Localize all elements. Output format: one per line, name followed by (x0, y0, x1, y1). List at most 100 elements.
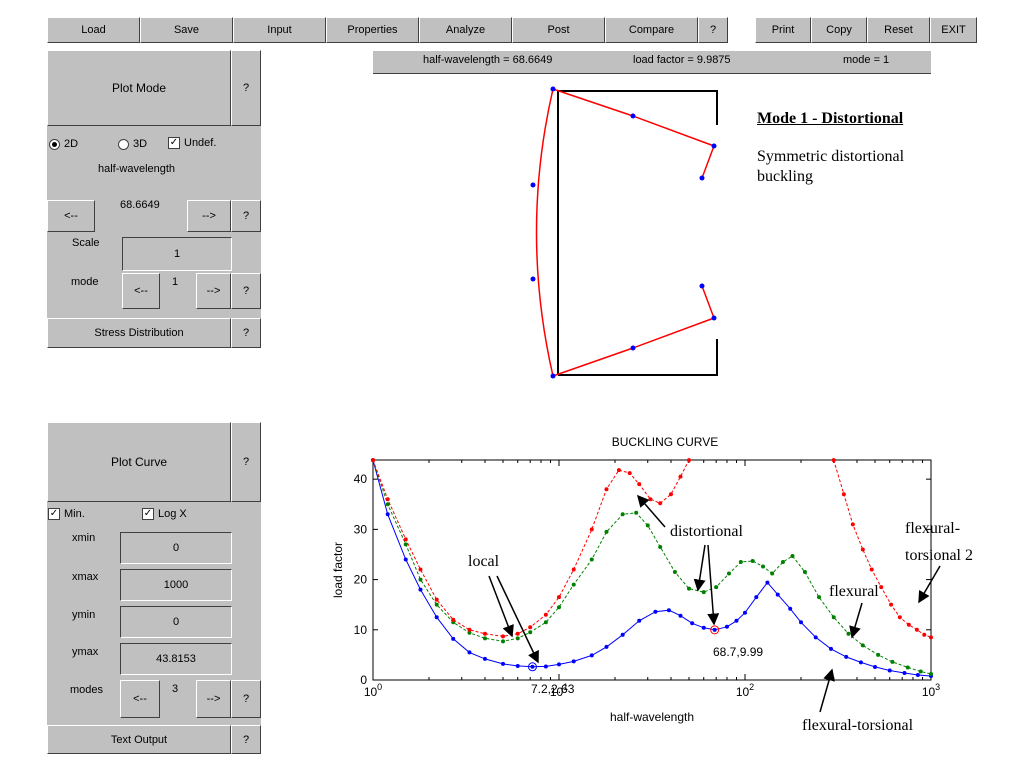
status-load-factor: load factor = 9.9875 (633, 54, 731, 66)
exit-button[interactable]: EXIT (930, 17, 977, 43)
series-point (738, 560, 743, 565)
print-button[interactable]: Print (755, 17, 811, 43)
arrow-flexural-torsional (819, 668, 835, 713)
text-output-button[interactable]: Text Output (47, 725, 231, 754)
series-point (743, 610, 747, 615)
series-point (802, 570, 807, 575)
xmin-field[interactable]: 0 (120, 532, 232, 564)
series-point (543, 664, 548, 669)
x-tick-label: 102 (736, 682, 754, 699)
series-point (371, 458, 375, 463)
analyze-button[interactable]: Analyze (419, 17, 512, 43)
plot-mode-help-button[interactable]: ? (231, 50, 261, 126)
series-point (922, 632, 927, 637)
toolbar-help-button[interactable]: ? (698, 17, 728, 43)
plot-curve-help-button[interactable]: ? (231, 422, 261, 502)
series-point (501, 639, 506, 644)
series-point (658, 544, 663, 549)
series-point (434, 615, 439, 620)
min-checkbox[interactable]: ✓ Min. (48, 508, 85, 521)
load-button[interactable]: Load (47, 17, 140, 43)
undef-check-icon[interactable]: ✓ (168, 137, 180, 150)
series-point (482, 636, 487, 641)
node (530, 182, 536, 188)
radio-3d[interactable]: 3D (118, 138, 147, 150)
series-point (788, 606, 793, 611)
compare-button[interactable]: Compare (605, 17, 698, 43)
series-point (770, 571, 775, 576)
series-point (467, 630, 472, 635)
properties-button[interactable]: Properties (326, 17, 419, 43)
series-point (557, 605, 561, 610)
series-point (403, 542, 408, 547)
series-point (530, 664, 535, 669)
y-tick-label: 40 (354, 472, 368, 486)
radio-2d[interactable]: 2D (49, 138, 78, 150)
series-point (831, 615, 836, 620)
series-point (687, 458, 692, 463)
ymin-field[interactable]: 0 (120, 606, 232, 638)
post-button[interactable]: Post (512, 17, 605, 43)
series-point (571, 567, 576, 572)
undef-checkbox[interactable]: ✓ Undef. (168, 137, 216, 150)
y-tick-label: 10 (354, 623, 368, 637)
scale-field[interactable]: 1 (122, 237, 232, 271)
mode-next-button[interactable]: --> (196, 273, 231, 309)
series-point (604, 644, 609, 649)
series-point (418, 567, 423, 572)
series-point (668, 492, 673, 497)
node (630, 345, 636, 351)
hw-help-button[interactable]: ? (231, 200, 261, 232)
stress-distribution-button[interactable]: Stress Distribution (47, 318, 231, 348)
series-point (869, 567, 874, 572)
radio-3d-indicator[interactable] (118, 138, 129, 150)
mode-help-button[interactable]: ? (231, 273, 261, 309)
hw-prev-button[interactable]: <-- (47, 200, 95, 232)
reset-button[interactable]: Reset (867, 17, 930, 43)
logx-check-icon[interactable]: ✓ (142, 508, 154, 521)
series-point (765, 580, 770, 585)
series-point (817, 595, 822, 600)
y-tick-label: 30 (354, 522, 368, 536)
series-point (418, 577, 423, 582)
mode-description-line1: Symmetric distortional (757, 148, 905, 165)
mode-prev-button[interactable]: <-- (122, 273, 160, 309)
hw-next-button[interactable]: --> (187, 200, 231, 232)
ymax-field[interactable]: 43.8153 (120, 643, 232, 675)
chart-title: BUCKLING CURVE (612, 435, 718, 449)
text-output-help-button[interactable]: ? (231, 725, 261, 754)
series-point (860, 547, 865, 552)
copy-button[interactable]: Copy (811, 17, 867, 43)
input-button[interactable]: Input (233, 17, 326, 43)
plot-mode-button[interactable]: Plot Mode (47, 50, 231, 126)
logx-checkbox[interactable]: ✓ Log X (142, 508, 187, 521)
axis-ticks: 0 10 20 30 40 100 101 102 103 (354, 460, 940, 699)
hw-value: 68.6649 (120, 199, 160, 211)
modes-next-button[interactable]: --> (196, 680, 231, 718)
series-point (761, 564, 766, 569)
ymin-label: ymin (72, 609, 96, 621)
series-point (403, 557, 408, 562)
series-point (543, 620, 548, 625)
stress-help-button[interactable]: ? (231, 318, 261, 348)
arrow-distortional-2 (707, 544, 720, 626)
y-tick-label: 20 (354, 573, 368, 587)
series-point (860, 643, 865, 648)
series-point (620, 512, 625, 517)
plot-curve-button[interactable]: Plot Curve (47, 422, 231, 502)
save-button[interactable]: Save (140, 17, 233, 43)
series-point (906, 622, 911, 627)
series-point (712, 627, 717, 632)
series-point (873, 664, 878, 669)
series-point (929, 635, 933, 640)
series-point (589, 653, 594, 658)
modes-prev-button[interactable]: <-- (120, 680, 160, 718)
series-point (604, 529, 609, 534)
modes-help-button[interactable]: ? (231, 680, 261, 718)
radio-2d-indicator[interactable] (49, 138, 60, 150)
min-check-icon[interactable]: ✓ (48, 508, 60, 521)
xmax-field[interactable]: 1000 (120, 569, 232, 601)
selected-point-marker (710, 625, 720, 635)
mode-label: mode (71, 276, 99, 288)
